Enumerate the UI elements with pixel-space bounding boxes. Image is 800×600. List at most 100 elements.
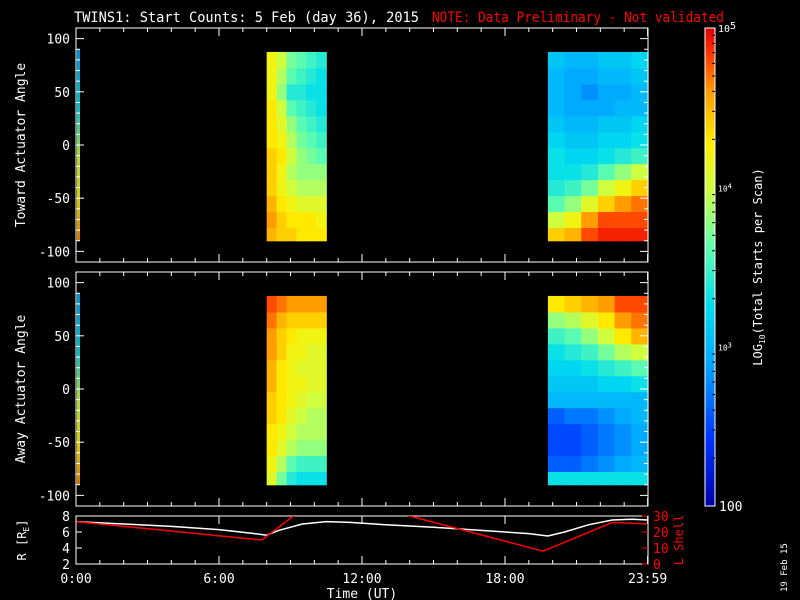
heatmap-cell [614,359,632,377]
heatmap-cell [614,131,632,149]
heatmap-cell [306,211,317,229]
heatmap-cell [581,163,599,181]
heatmap-cell [306,131,317,149]
heatmap-cell [581,99,599,117]
heatmap-cell [286,471,298,486]
heatmap-cell [286,99,298,117]
heatmap-cell [266,51,278,69]
heatmap-cell [631,295,649,313]
heatmap-cell [597,131,616,149]
y-tick-label: -100 [39,489,70,504]
heatmap-cell [316,51,327,69]
heatmap-cell [266,375,278,393]
heatmap-cell [581,51,599,69]
heatmap-cell [296,195,307,213]
heatmap-cell [547,179,566,197]
heatmap-cell [614,67,632,85]
colorbar-tick-label: 103 [718,342,732,353]
heatmap-cell [296,51,307,69]
lshell-line [406,516,544,552]
y-tick-label: 50 [54,330,70,345]
heatmap-cell [296,115,307,133]
heatmap-cell [547,343,566,361]
heatmap-cell [306,391,317,409]
heatmap-cell [286,83,298,101]
heatmap-cell [614,343,632,361]
heatmap-cell [306,179,317,197]
heatmap-cell [276,115,288,133]
heatmap-cell [581,83,599,101]
heatmap-cell [614,375,632,393]
heatmap-cell [316,227,327,242]
heatmap-cell [316,327,327,345]
heatmap-cell [316,391,327,409]
heatmap-cell [276,439,288,457]
heatmap-cell [266,195,278,213]
heatmap-cell [266,115,278,133]
heatmap-cell [276,195,288,213]
heatmap-cell [631,407,649,425]
heatmap-cell [547,147,566,165]
x-axis-label: Time (UT) [327,587,397,600]
heatmap-cell [597,67,616,85]
heatmap-cell [316,115,327,133]
heatmap-cell [631,391,649,409]
colorbar-tick-label: 100 [719,500,742,515]
heatmap-cell [631,227,649,242]
heatmap-cell [306,115,317,133]
y-axis-label: Toward Actuator Angle [14,63,29,228]
y-tick-label: 50 [54,86,70,101]
heatmap-cell [547,375,566,393]
heatmap-cell [306,375,317,393]
heatmap-cell [296,471,307,486]
heatmap-cell [276,163,288,181]
heatmap-cell [631,51,649,69]
heatmap-cell [286,455,298,473]
heatmap-cell [276,227,288,242]
heatmap-cell [614,115,632,133]
y-tick-label: 2 [62,558,70,573]
heatmap-cell [597,407,616,425]
heatmap-cell [316,131,327,149]
heatmap-cell [266,359,278,377]
heatmap-cell [306,195,317,213]
heatmap-cell [631,131,649,149]
heatmap-cell [581,359,599,377]
heatmap-cell [564,227,582,242]
lshell-line [612,521,648,525]
heatmap-cell [286,423,298,441]
heatmap-cell [316,99,327,117]
heatmap-cell [631,423,649,441]
heatmap-cell [597,51,616,69]
heatmap-cell [276,343,288,361]
heatmap-cell [564,115,582,133]
heatmap-cell [614,147,632,165]
heatmap-cell [286,211,298,229]
colorbar-frame [704,27,716,507]
heatmap-cell [547,51,566,69]
heatmap-cell [564,423,582,441]
heatmap-cell [266,83,278,101]
heatmap-cell [564,327,582,345]
heatmap-cell [266,99,278,117]
colorbar-label: LOG10(Total Starts per Scan) [751,168,767,366]
colorbar-gradient [705,28,715,506]
heatmap-cell [276,179,288,197]
heatmap-cell [296,131,307,149]
y-tick-label: -50 [47,192,70,207]
heatmap-cell [547,115,566,133]
heatmap-cell [597,471,616,486]
heatmap-cell [306,471,317,486]
x-tick-label: 0:00 [60,572,91,587]
heatmap-cell [547,295,566,313]
heatmap-cell [564,311,582,329]
heatmap-cell [564,471,582,486]
heatmap-cell [306,67,317,85]
heatmap-cell [296,163,307,181]
x-tick-label: 6:00 [203,572,234,587]
heatmap-cell [286,131,298,149]
heatmap-cell [547,439,566,457]
heatmap-cell [266,455,278,473]
heatmap-cell [316,83,327,101]
y-tick-label: 0 [62,139,70,154]
